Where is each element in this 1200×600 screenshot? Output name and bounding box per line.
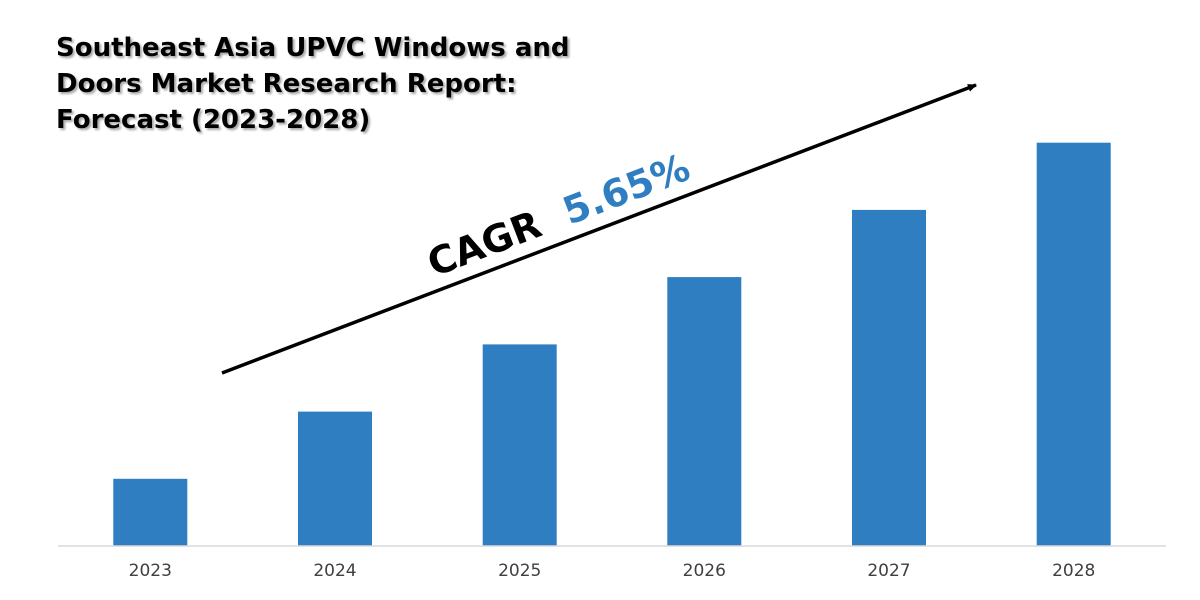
bars-layer [113,142,1111,546]
bar-2024 [298,411,372,546]
bar-2025 [482,344,557,546]
bar-2026 [667,277,742,546]
x-tick-label-2026: 2026 [683,561,726,581]
x-tick-label-2027: 2027 [867,561,910,581]
x-tick-label-2025: 2025 [498,561,541,581]
chart-title: Southeast Asia UPVC Windows and Doors Ma… [56,33,570,135]
bar-2023 [113,478,188,546]
trend-arrow [221,83,977,375]
x-tick-label-2023: 2023 [129,561,172,581]
x-tick-label-2028: 2028 [1052,561,1095,581]
bar-2027 [852,209,926,546]
x-tick-label-2024: 2024 [313,561,356,581]
cagr-annotation: CAGR 5.65% [421,145,695,285]
bar-2028 [1036,142,1111,546]
x-tick-labels: 2023 2024 2025 2026 2027 2028 [129,561,1096,581]
